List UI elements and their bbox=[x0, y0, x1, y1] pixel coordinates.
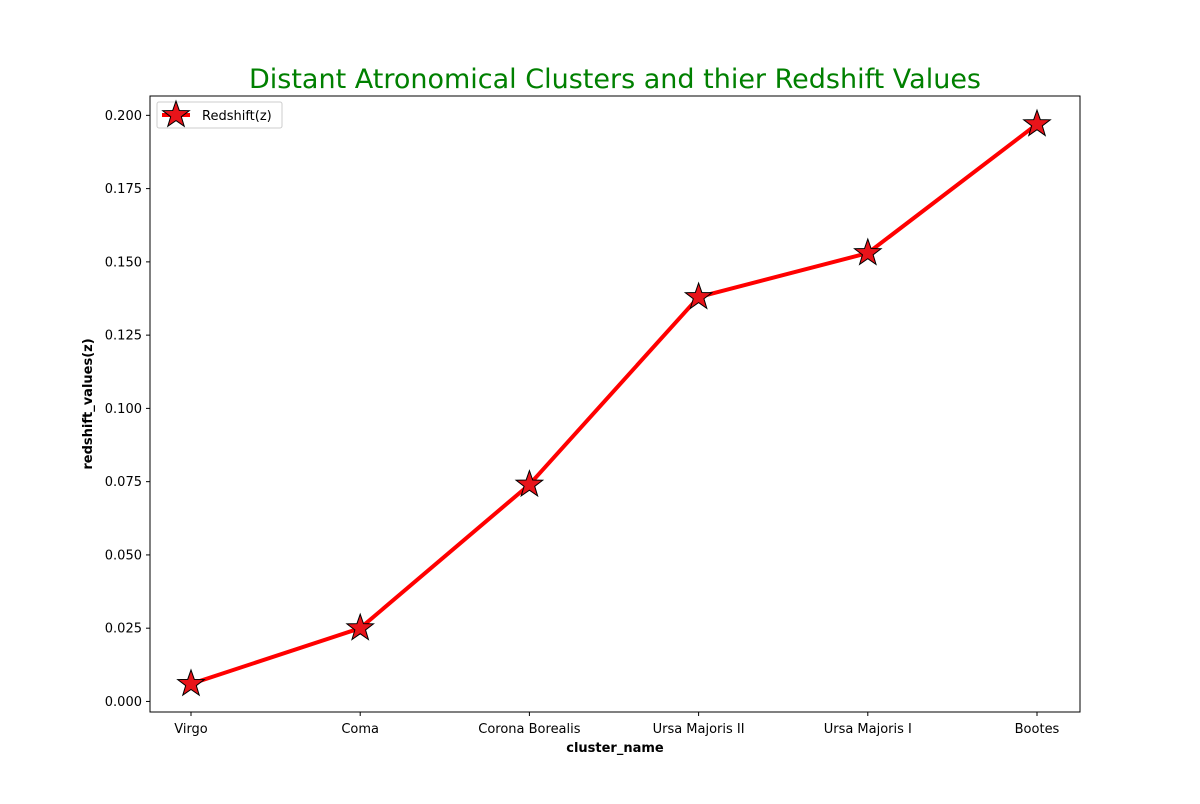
y-tick-label: 0.175 bbox=[105, 182, 142, 197]
x-tick-label: Virgo bbox=[174, 722, 208, 737]
plot-frame bbox=[149, 95, 1081, 713]
y-tick-label: 0.000 bbox=[105, 695, 142, 710]
y-tick-label: 0.025 bbox=[105, 622, 142, 637]
x-tick-label: Bootes bbox=[1015, 722, 1060, 737]
chart-title: Distant Atronomical Clusters and thier R… bbox=[249, 64, 981, 95]
data-point-star bbox=[176, 668, 206, 697]
legend-entry-label: Redshift(z) bbox=[202, 109, 272, 124]
series-line bbox=[190, 122, 1039, 686]
legend-star-marker bbox=[161, 99, 191, 128]
data-point-star bbox=[853, 237, 883, 266]
data-point-star bbox=[514, 469, 545, 498]
x-tick-label: Coma bbox=[341, 722, 379, 737]
x-tick-label: Ursa Majoris I bbox=[824, 722, 912, 737]
y-axis-label: redshift_values(z) bbox=[81, 338, 96, 469]
x-axis-ticks: Virgo Coma Corona Borealis Ursa Majoris II U… bbox=[174, 712, 1060, 737]
x-axis-label: cluster_name bbox=[566, 741, 664, 756]
y-tick-label: 0.200 bbox=[105, 109, 142, 124]
y-tick-label: 0.125 bbox=[105, 329, 142, 344]
y-tick-label: 0.150 bbox=[105, 255, 142, 270]
y-tick-label: 0.050 bbox=[105, 548, 142, 563]
data-point-star bbox=[1022, 108, 1052, 137]
data-point-star bbox=[683, 281, 714, 310]
x-tick-label: Corona Borealis bbox=[478, 722, 581, 737]
x-tick-label: Ursa Majoris II bbox=[653, 722, 745, 737]
legend: Redshift(z) bbox=[156, 99, 283, 129]
data-point-star bbox=[345, 612, 375, 641]
series-layer bbox=[176, 108, 1052, 697]
y-tick-label: 0.100 bbox=[105, 402, 142, 417]
y-tick-label: 0.075 bbox=[105, 475, 142, 490]
y-axis-ticks: 0.000 0.025 0.050 0.075 0.100 0.125 0.150 0.175… bbox=[105, 109, 150, 710]
legend-box bbox=[156, 101, 283, 129]
